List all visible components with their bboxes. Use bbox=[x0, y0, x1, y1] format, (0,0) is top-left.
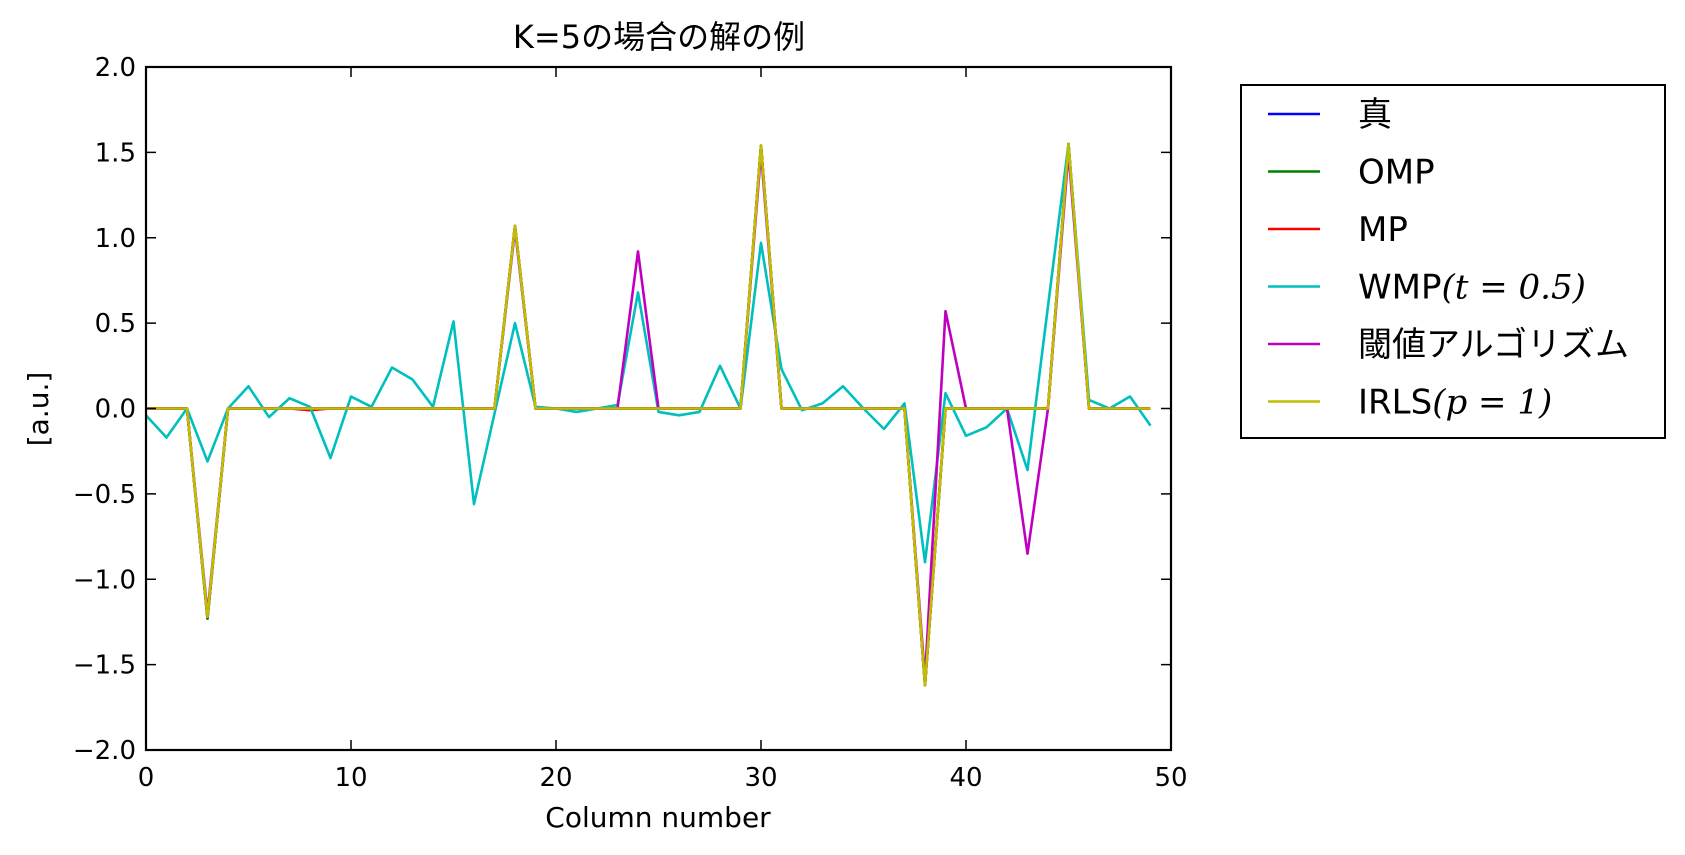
series-line-5 bbox=[146, 142, 1151, 687]
tick-layer: 0 10 20 30 40 50 2.0 1.5 1.0 0.5 0.0 −0.5 −1.0 −1.5 −2… bbox=[73, 53, 1188, 793]
series-layer bbox=[145, 142, 1152, 687]
legend-label-3: WMP(t = 0.5) bbox=[1358, 268, 1586, 308]
legend-label-2: MP bbox=[1358, 210, 1408, 250]
legend-name-4: 閾値アルゴリズム bbox=[1358, 325, 1629, 365]
legend-label-4: 閾値アルゴリズム bbox=[1358, 325, 1629, 365]
x-axis-title: Column number bbox=[545, 801, 771, 834]
y-tick-label-8: −2.0 bbox=[73, 736, 136, 766]
x-tick-label-2: 20 bbox=[539, 763, 572, 793]
y-tick-label-7: −1.5 bbox=[73, 651, 136, 681]
legend-label-1: OMP bbox=[1358, 153, 1435, 193]
y-tick-label-5: −0.5 bbox=[73, 480, 136, 510]
series-line-3 bbox=[145, 142, 1152, 564]
legend-label-5: IRLS(p = 1) bbox=[1358, 383, 1552, 423]
x-tick-label-1: 10 bbox=[334, 763, 367, 793]
y-tick-label-4: 0.0 bbox=[95, 395, 136, 425]
legend-name-5: IRLS bbox=[1358, 383, 1432, 423]
y-tick-label-3: 0.5 bbox=[95, 309, 136, 339]
legend-frame bbox=[1240, 84, 1666, 439]
legend-name-2: MP bbox=[1358, 210, 1408, 250]
legend-name-1: OMP bbox=[1358, 153, 1435, 193]
y-axis-title: [a.u.] bbox=[22, 372, 55, 447]
x-tick-label-5: 50 bbox=[1154, 763, 1187, 793]
legend-items: 真 OMP MP WMP(t = 0.5) 閾値アルゴリズム IRLS(p = 1) bbox=[1268, 95, 1629, 423]
chart-title: K=5の場合の解の例 bbox=[513, 18, 805, 56]
y-tick-label-0: 2.0 bbox=[95, 53, 136, 83]
y-tick-label-2: 1.0 bbox=[95, 224, 136, 254]
legend-name-0: 真 bbox=[1358, 95, 1392, 135]
x-tick-label-3: 30 bbox=[744, 763, 777, 793]
y-tick-label-6: −1.0 bbox=[73, 565, 136, 595]
legend: 真 OMP MP WMP(t = 0.5) 閾値アルゴリズム IRLS(p = 1) bbox=[1240, 84, 1666, 439]
legend-math-3: (t = 0.5) bbox=[1441, 268, 1585, 308]
legend-label-0: 真 bbox=[1358, 95, 1392, 135]
y-tick-label-1: 1.5 bbox=[95, 138, 136, 168]
legend-name-3: WMP bbox=[1358, 268, 1441, 308]
legend-math-5: (p = 1) bbox=[1432, 383, 1552, 423]
x-tick-label-4: 40 bbox=[949, 763, 982, 793]
x-tick-label-0: 0 bbox=[138, 763, 155, 793]
